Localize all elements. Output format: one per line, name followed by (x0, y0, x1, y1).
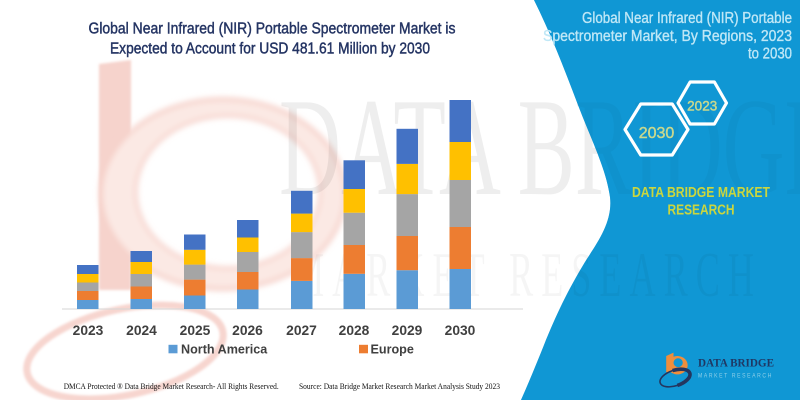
svg-text:2023: 2023 (73, 323, 104, 338)
svg-text:2026: 2026 (232, 323, 263, 338)
svg-text:to 2030: to 2030 (748, 46, 792, 63)
svg-text:2030: 2030 (639, 125, 675, 142)
svg-text:Global Near Infrared (NIR) Por: Global Near Infrared (NIR) Portable (582, 10, 792, 27)
svg-text:2027: 2027 (286, 323, 317, 338)
svg-text:RESEARCH: RESEARCH (668, 203, 735, 219)
svg-text:Expected to Account for USD 48: Expected to Account for USD 481.61 Milli… (110, 41, 430, 58)
svg-text:DATA BRIDGE: DATA BRIDGE (698, 356, 774, 370)
svg-text:Europe: Europe (371, 343, 414, 357)
svg-text:2029: 2029 (392, 323, 423, 338)
svg-text:2024: 2024 (126, 323, 157, 338)
svg-text:Spectrometer Market, By Region: Spectrometer Market, By Regions, 2023 (543, 28, 792, 45)
svg-text:DATA BRIDGE MARKET: DATA BRIDGE MARKET (632, 185, 770, 201)
svg-text:MARKET RESEARCH: MARKET RESEARCH (698, 373, 773, 380)
svg-text:2023: 2023 (687, 99, 717, 114)
svg-text:DMCA Protected ® Data Bridge M: DMCA Protected ® Data Bridge Market Rese… (64, 381, 279, 391)
svg-text:Global Near Infrared (NIR) Por: Global Near Infrared (NIR) Portable Spec… (89, 21, 456, 38)
svg-text:2028: 2028 (339, 323, 370, 338)
svg-text:North America: North America (181, 343, 268, 357)
svg-text:2030: 2030 (445, 323, 476, 338)
svg-text:Source: Data Bridge Market Res: Source: Data Bridge Market Research Mark… (299, 381, 500, 391)
svg-text:2025: 2025 (180, 323, 211, 338)
